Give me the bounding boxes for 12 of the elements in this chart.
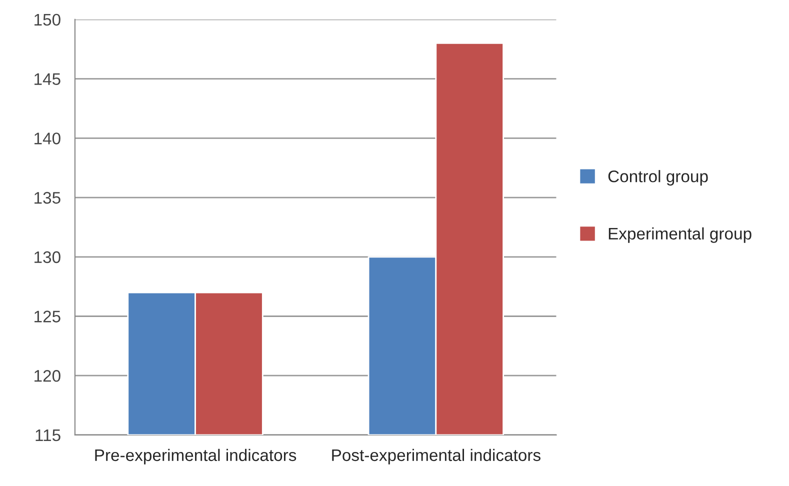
y-tick-label: 115 [36, 430, 60, 442]
y-tick-label: 150 [34, 14, 60, 26]
legend-label: Control group [608, 170, 708, 186]
y-tick-label: 135 [34, 192, 60, 204]
legend-label: Experimental group [608, 227, 752, 243]
y-tick-label: 140 [34, 132, 60, 144]
x-tick-label: Pre-experimental indicators [95, 448, 296, 464]
y-tick-label: 145 [34, 73, 60, 86]
x-tick-label: Post-experimental indicators [332, 448, 540, 464]
y-tick-label: 125 [34, 310, 60, 322]
y-tick-label: 130 [34, 251, 60, 264]
y-tick-label: 120 [34, 370, 60, 382]
